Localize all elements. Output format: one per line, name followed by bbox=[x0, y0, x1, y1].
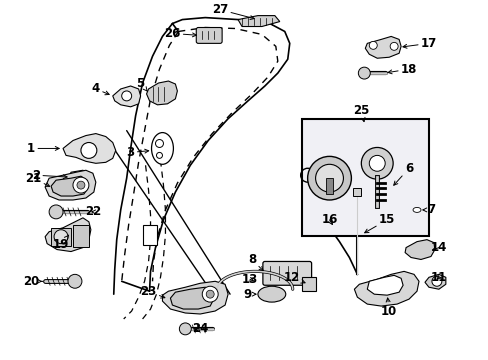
Circle shape bbox=[307, 156, 351, 200]
Ellipse shape bbox=[257, 286, 285, 302]
Circle shape bbox=[68, 274, 82, 288]
Polygon shape bbox=[424, 274, 445, 289]
Circle shape bbox=[389, 42, 397, 50]
FancyBboxPatch shape bbox=[196, 27, 222, 43]
Circle shape bbox=[179, 323, 191, 335]
Bar bbox=[315, 173, 327, 183]
Text: 23: 23 bbox=[140, 285, 164, 298]
Circle shape bbox=[368, 156, 385, 171]
Text: 17: 17 bbox=[402, 37, 436, 50]
Ellipse shape bbox=[408, 205, 424, 215]
Circle shape bbox=[122, 91, 131, 101]
Text: 22: 22 bbox=[84, 206, 101, 219]
Polygon shape bbox=[69, 170, 88, 183]
Text: 2: 2 bbox=[32, 169, 67, 182]
Text: 25: 25 bbox=[352, 104, 369, 122]
FancyBboxPatch shape bbox=[263, 261, 311, 285]
Text: 27: 27 bbox=[212, 3, 254, 19]
Circle shape bbox=[81, 143, 97, 158]
Circle shape bbox=[358, 67, 369, 79]
Text: 10: 10 bbox=[380, 298, 396, 318]
Text: 11: 11 bbox=[430, 271, 446, 284]
Circle shape bbox=[73, 177, 89, 193]
Bar bbox=[301, 119, 428, 236]
Text: 8: 8 bbox=[247, 253, 263, 271]
Circle shape bbox=[431, 276, 441, 286]
Circle shape bbox=[361, 148, 392, 179]
Circle shape bbox=[49, 205, 63, 219]
Text: 9: 9 bbox=[244, 288, 256, 301]
Circle shape bbox=[54, 230, 68, 244]
Polygon shape bbox=[146, 81, 177, 105]
Polygon shape bbox=[365, 36, 400, 58]
Polygon shape bbox=[238, 15, 279, 27]
Polygon shape bbox=[51, 176, 88, 196]
Text: 1: 1 bbox=[27, 142, 59, 155]
Text: 21: 21 bbox=[25, 172, 49, 186]
Text: 4: 4 bbox=[92, 82, 109, 95]
Text: 13: 13 bbox=[242, 273, 258, 286]
Text: 18: 18 bbox=[387, 63, 416, 76]
Polygon shape bbox=[63, 134, 116, 163]
Polygon shape bbox=[45, 218, 91, 252]
Circle shape bbox=[315, 164, 343, 192]
Text: 20: 20 bbox=[23, 275, 42, 288]
Text: 7: 7 bbox=[422, 203, 434, 216]
Bar bbox=[142, 225, 156, 244]
Text: 5: 5 bbox=[136, 77, 147, 91]
Bar bbox=[301, 277, 315, 291]
Bar bbox=[73, 225, 89, 247]
Ellipse shape bbox=[151, 132, 173, 164]
Text: 16: 16 bbox=[321, 213, 337, 226]
Text: 3: 3 bbox=[126, 146, 148, 159]
Polygon shape bbox=[404, 240, 434, 260]
Text: 24: 24 bbox=[192, 322, 208, 336]
Polygon shape bbox=[162, 281, 227, 314]
Polygon shape bbox=[366, 275, 402, 295]
Bar bbox=[51, 228, 71, 246]
Text: 6: 6 bbox=[393, 162, 412, 185]
Text: 19: 19 bbox=[53, 235, 69, 251]
Bar bbox=[325, 178, 333, 194]
Text: 12: 12 bbox=[283, 271, 305, 284]
Circle shape bbox=[206, 290, 214, 298]
Bar bbox=[353, 188, 361, 196]
Text: 26: 26 bbox=[164, 27, 196, 40]
Ellipse shape bbox=[412, 207, 420, 212]
Text: 15: 15 bbox=[364, 213, 395, 233]
Polygon shape bbox=[45, 170, 96, 200]
Circle shape bbox=[368, 41, 376, 49]
Circle shape bbox=[202, 286, 218, 302]
Polygon shape bbox=[170, 287, 214, 309]
Circle shape bbox=[77, 181, 85, 189]
Polygon shape bbox=[376, 180, 414, 198]
Text: 14: 14 bbox=[430, 241, 446, 254]
Polygon shape bbox=[113, 86, 141, 107]
Polygon shape bbox=[354, 271, 418, 306]
